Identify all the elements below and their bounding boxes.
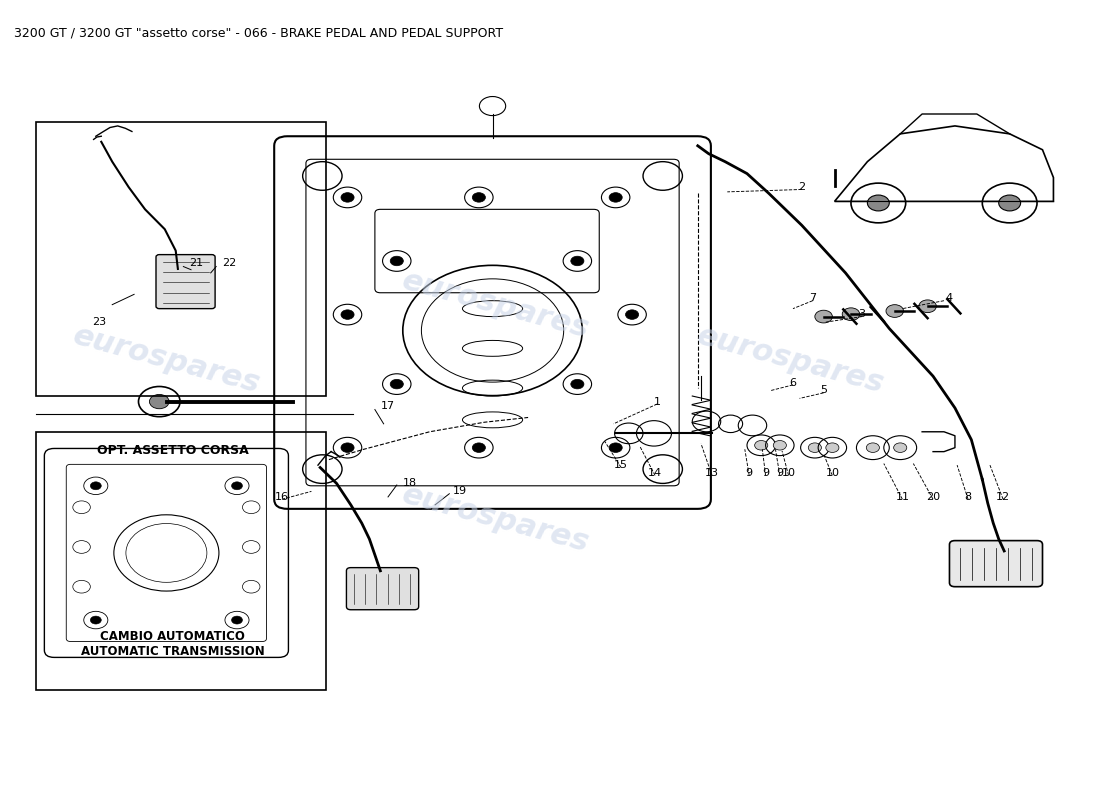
Circle shape: [626, 310, 639, 319]
Text: 8: 8: [965, 492, 971, 502]
Text: 3200 GT / 3200 GT "assetto corse" - 066 - BRAKE PEDAL AND PEDAL SUPPORT: 3200 GT / 3200 GT "assetto corse" - 066 …: [13, 26, 503, 40]
Circle shape: [815, 310, 833, 323]
Bar: [35, 122, 326, 396]
Circle shape: [90, 616, 101, 624]
Text: 21: 21: [189, 258, 204, 268]
Text: 3: 3: [858, 309, 866, 319]
Circle shape: [999, 195, 1021, 211]
Circle shape: [609, 193, 623, 202]
Circle shape: [571, 256, 584, 266]
Text: 15: 15: [614, 460, 628, 470]
Circle shape: [150, 394, 169, 409]
Text: 10: 10: [782, 468, 795, 478]
Text: 1: 1: [653, 397, 661, 406]
Text: 4: 4: [946, 294, 953, 303]
Circle shape: [571, 379, 584, 389]
Circle shape: [773, 441, 786, 450]
Text: 9: 9: [746, 468, 752, 478]
Text: 20: 20: [926, 492, 940, 502]
Circle shape: [755, 441, 768, 450]
Circle shape: [390, 256, 404, 266]
Text: 9: 9: [762, 468, 769, 478]
Circle shape: [472, 443, 485, 453]
Circle shape: [341, 193, 354, 202]
Circle shape: [341, 443, 354, 453]
Circle shape: [826, 443, 839, 453]
Text: 18: 18: [403, 478, 417, 489]
Circle shape: [390, 379, 404, 389]
Text: 12: 12: [996, 492, 1010, 502]
FancyBboxPatch shape: [949, 541, 1043, 586]
Circle shape: [867, 443, 879, 453]
Text: 5: 5: [821, 386, 827, 395]
Text: eurospares: eurospares: [398, 266, 592, 344]
Text: 11: 11: [895, 492, 910, 502]
Text: 2: 2: [799, 182, 805, 192]
Text: 23: 23: [92, 317, 107, 327]
Text: 19: 19: [453, 486, 468, 496]
Circle shape: [609, 443, 623, 453]
Circle shape: [808, 443, 822, 453]
Circle shape: [918, 300, 936, 313]
Text: eurospares: eurospares: [70, 322, 264, 399]
Text: 13: 13: [705, 468, 719, 478]
Text: eurospares: eurospares: [694, 322, 888, 399]
Circle shape: [231, 616, 242, 624]
Text: 22: 22: [222, 258, 236, 268]
Text: CAMBIO AUTOMATICO
AUTOMATIC TRANSMISSION: CAMBIO AUTOMATICO AUTOMATIC TRANSMISSION: [80, 630, 264, 658]
Text: 6: 6: [790, 378, 796, 387]
Circle shape: [90, 482, 101, 490]
Bar: [35, 432, 326, 690]
Text: OPT. ASSETTO CORSA: OPT. ASSETTO CORSA: [97, 444, 249, 457]
Text: 17: 17: [381, 402, 395, 411]
Text: eurospares: eurospares: [398, 480, 592, 558]
Text: 10: 10: [825, 468, 839, 478]
FancyBboxPatch shape: [156, 254, 216, 309]
Circle shape: [231, 482, 242, 490]
FancyBboxPatch shape: [346, 568, 419, 610]
Circle shape: [886, 305, 903, 318]
Text: 14: 14: [648, 468, 662, 478]
Circle shape: [843, 308, 860, 321]
Text: 7: 7: [810, 294, 816, 303]
Text: 9: 9: [777, 468, 783, 478]
Circle shape: [868, 195, 889, 211]
Circle shape: [341, 310, 354, 319]
Circle shape: [893, 443, 906, 453]
Circle shape: [472, 193, 485, 202]
Text: 16: 16: [275, 492, 289, 502]
